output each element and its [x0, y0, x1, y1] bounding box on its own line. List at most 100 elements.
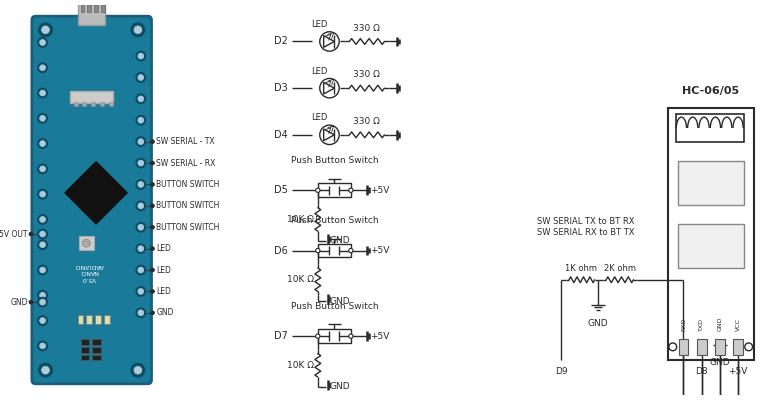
Bar	[92, 347, 101, 353]
Circle shape	[134, 26, 142, 34]
Circle shape	[38, 240, 47, 250]
Text: GND: GND	[330, 236, 350, 245]
Bar	[80, 339, 90, 345]
Circle shape	[136, 180, 146, 189]
Circle shape	[39, 141, 46, 146]
Bar	[87, 4, 91, 12]
Circle shape	[39, 40, 46, 45]
Circle shape	[138, 139, 144, 144]
Circle shape	[136, 286, 146, 296]
Circle shape	[138, 224, 144, 230]
Circle shape	[39, 242, 46, 248]
Text: GND: GND	[330, 382, 350, 391]
Circle shape	[138, 160, 144, 166]
Circle shape	[38, 164, 47, 174]
Circle shape	[39, 65, 46, 71]
Circle shape	[136, 72, 146, 82]
Circle shape	[320, 78, 339, 98]
Text: SW SERIAL - RX: SW SERIAL - RX	[157, 158, 215, 168]
Circle shape	[39, 267, 46, 273]
Text: LED: LED	[312, 66, 328, 76]
Text: D8: D8	[696, 367, 708, 376]
Bar	[678, 224, 743, 268]
Circle shape	[39, 191, 46, 197]
Circle shape	[136, 94, 146, 104]
Text: 1K ohm: 1K ohm	[565, 264, 598, 273]
Circle shape	[136, 115, 146, 125]
Circle shape	[136, 51, 146, 61]
Text: V3.0
NANO
ARDUINO: V3.0 NANO ARDUINO	[75, 263, 104, 281]
Circle shape	[349, 334, 353, 338]
Bar	[733, 339, 743, 355]
Bar	[92, 339, 101, 345]
Text: SW SERIAL - TX: SW SERIAL - TX	[157, 137, 215, 146]
Text: LED: LED	[157, 266, 171, 274]
Bar	[94, 4, 98, 12]
Text: D6: D6	[274, 246, 288, 256]
Bar	[86, 315, 92, 324]
Text: SW SERIAL RX to BT TX: SW SERIAL RX to BT TX	[537, 228, 634, 237]
Circle shape	[316, 248, 320, 253]
Text: 5V OUT: 5V OUT	[0, 230, 28, 238]
Bar	[318, 329, 351, 343]
Bar	[73, 102, 78, 106]
Circle shape	[138, 74, 144, 80]
Circle shape	[38, 63, 47, 72]
Circle shape	[131, 363, 144, 377]
Circle shape	[151, 161, 154, 165]
Circle shape	[669, 343, 677, 351]
Polygon shape	[323, 82, 334, 94]
Bar	[676, 114, 743, 142]
Text: Push Button Switch: Push Button Switch	[290, 302, 378, 311]
Circle shape	[349, 188, 353, 192]
Circle shape	[29, 232, 33, 236]
Circle shape	[151, 268, 154, 272]
Circle shape	[38, 38, 47, 47]
Circle shape	[316, 334, 320, 338]
Circle shape	[138, 288, 144, 294]
Text: LED: LED	[157, 287, 171, 296]
Polygon shape	[65, 162, 127, 224]
Text: LED: LED	[312, 20, 328, 29]
Polygon shape	[323, 129, 334, 141]
Circle shape	[134, 366, 142, 374]
Text: 330 Ω: 330 Ω	[354, 70, 381, 80]
Text: LED: LED	[312, 113, 328, 122]
Bar	[109, 102, 113, 106]
Circle shape	[38, 290, 47, 300]
Text: 10K Ω: 10K Ω	[287, 215, 314, 224]
Circle shape	[38, 297, 47, 307]
Circle shape	[136, 308, 146, 318]
Bar	[95, 315, 101, 324]
Circle shape	[131, 23, 144, 37]
Text: BUTTON SWITCH: BUTTON SWITCH	[157, 180, 220, 189]
Circle shape	[151, 140, 154, 144]
Bar	[679, 339, 689, 355]
Text: SW SERIAL TX to BT RX: SW SERIAL TX to BT RX	[537, 217, 634, 226]
Circle shape	[138, 96, 144, 102]
Text: VCC: VCC	[736, 318, 740, 331]
Text: +5V: +5V	[371, 246, 390, 255]
Bar	[678, 161, 743, 205]
Circle shape	[39, 299, 46, 305]
Circle shape	[151, 182, 154, 186]
Circle shape	[39, 90, 46, 96]
Circle shape	[138, 246, 144, 252]
Bar	[318, 244, 351, 257]
Text: +5V: +5V	[728, 367, 747, 376]
Circle shape	[38, 139, 47, 148]
Bar	[668, 108, 753, 360]
Text: 330 Ω: 330 Ω	[354, 117, 381, 126]
Circle shape	[745, 343, 753, 351]
Text: BUTTON SWITCH: BUTTON SWITCH	[157, 223, 220, 232]
Text: 2K ohm: 2K ohm	[604, 264, 636, 273]
Text: 330 Ω: 330 Ω	[354, 24, 381, 33]
Text: D9: D9	[554, 367, 567, 376]
Text: Push Button Switch: Push Button Switch	[290, 216, 378, 225]
Text: D2: D2	[274, 36, 288, 46]
Text: GND: GND	[717, 317, 723, 331]
Text: GND: GND	[587, 319, 608, 328]
Bar	[101, 4, 105, 12]
Circle shape	[38, 189, 47, 199]
Bar	[80, 355, 90, 360]
